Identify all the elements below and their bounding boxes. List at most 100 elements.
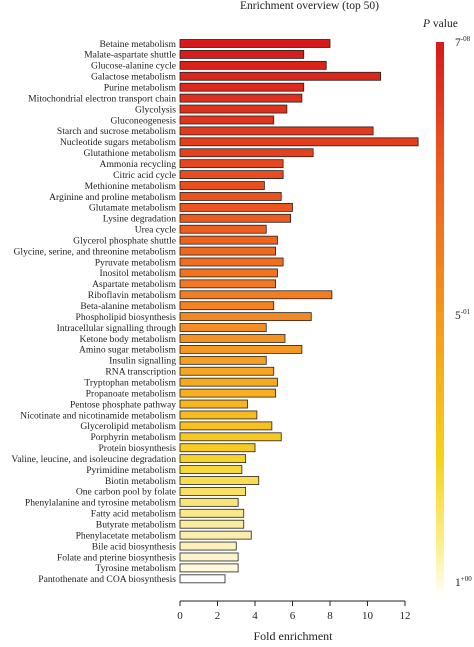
x-tick-label: 2 [215, 610, 221, 622]
legend-top-exp: -08 [460, 35, 471, 43]
category-label: Phenylalanine and tyrosine metabolism [25, 498, 177, 509]
category-label: Bile acid biosynthesis [92, 541, 176, 552]
x-axis-label: Fold enrichment [254, 629, 334, 643]
bar [179, 148, 314, 158]
category-label: Ammonia recycling [100, 159, 177, 170]
x-tick-label: 0 [177, 610, 183, 622]
x-tick-label: 8 [327, 610, 333, 622]
category-label: Glycerolipid metabolism [80, 421, 176, 432]
legend-title-p: P [423, 18, 431, 30]
category-label: Aspartate metabolism [92, 279, 176, 290]
bar [179, 39, 331, 48]
bar [179, 519, 245, 529]
bar [179, 541, 237, 551]
category-label: Phenylacetate metabolism [76, 530, 177, 541]
legend-color-bar [436, 42, 444, 597]
bar [179, 443, 256, 453]
category-label: Glycine, serine, and threonine metabolis… [13, 246, 176, 257]
x-tick-label: 4 [252, 610, 258, 622]
category-label: Fatty acid metabolism [91, 509, 177, 520]
legend-top-label: 7-08 [455, 35, 470, 49]
category-label: Nucleotide sugars metabolism [60, 137, 177, 148]
bar [179, 334, 286, 343]
bar [179, 410, 258, 420]
category-label: Glutamate metabolism [89, 203, 177, 214]
category-label: Pantothenate and COA biosynthesis [38, 574, 176, 585]
bar [179, 71, 382, 81]
category-label: Riboflavin metabolism [88, 290, 177, 301]
bar [179, 224, 267, 234]
bar [179, 344, 303, 354]
category-label: Malate-aspartate shuttle [84, 50, 176, 61]
bar [179, 93, 303, 103]
bar [179, 563, 239, 573]
bar [179, 487, 247, 496]
category-label: Starch and sucrose metabolism [57, 126, 177, 137]
category-label: Pentose phosphate pathway [70, 399, 176, 410]
category-label: Gluconeogenesis [110, 115, 176, 126]
category-label: Biotin metabolism [105, 476, 177, 487]
legend-title: P value [423, 18, 458, 30]
x-axis: 0 2 4 6 8 10 12 [177, 600, 411, 622]
bar [179, 454, 247, 464]
x-tick-label: 10 [362, 610, 374, 622]
category-label: Glycolysis [135, 104, 176, 115]
bar [179, 323, 267, 332]
bar [179, 192, 282, 201]
category-label: Ketone body metabolism [80, 334, 177, 345]
bar [179, 312, 312, 322]
bar [179, 279, 277, 289]
bar [179, 137, 419, 147]
bar [179, 104, 288, 114]
bar [179, 235, 278, 245]
bar [179, 290, 333, 300]
bar [179, 377, 278, 387]
bar [179, 574, 226, 584]
legend-mid-label: 5-01 [455, 308, 470, 322]
bar [179, 170, 284, 180]
bar [179, 497, 239, 507]
bar [179, 257, 284, 267]
bar [179, 126, 374, 136]
category-label: Glucose-alanine cycle [91, 61, 176, 72]
category-label: Glutathione metabolism [84, 148, 177, 159]
bar [179, 476, 260, 485]
category-label: Glycerol phosphate shuttle [73, 235, 176, 246]
bar [179, 60, 327, 70]
category-label: Intracellular signalling through [57, 323, 177, 334]
category-label: Butyrate metabolism [96, 520, 177, 531]
bar [179, 552, 239, 562]
bar [179, 432, 282, 442]
bar [179, 213, 292, 223]
category-label: Tyrosine metabolism [95, 563, 176, 574]
category-label: Galactose metabolism [91, 72, 177, 83]
category-label: Citric acid cycle [113, 170, 176, 181]
bar [179, 465, 243, 474]
bar [179, 115, 275, 125]
x-tick-label: 12 [400, 610, 411, 622]
category-label: RNA transcription [105, 367, 176, 378]
bar [179, 50, 305, 59]
bar [179, 181, 265, 190]
legend-bottom-exp: +00 [460, 575, 472, 583]
category-label: Protein biosynthesis [98, 443, 176, 454]
category-label: Betaine metabolism [100, 39, 177, 50]
category-label: Phospholipid biosynthesis [76, 312, 177, 323]
legend-top-base: 7 [455, 36, 461, 49]
legend-title-rest: value [430, 18, 458, 30]
bar [179, 388, 277, 398]
bar [179, 508, 245, 518]
bar [179, 268, 278, 278]
legend-mid-base: 5 [455, 309, 461, 322]
legend-bottom-label: 1+00 [455, 575, 472, 589]
bar [179, 366, 275, 376]
category-label: Porphyrin metabolism [90, 432, 176, 443]
bar [179, 301, 275, 311]
category-label: Tryptophan metabolism [84, 377, 176, 388]
x-tick-label: 6 [290, 610, 296, 622]
category-label: Mitochondrial electron transport chain [28, 93, 176, 104]
category-label: Valine, leucine, and isoleucine degradat… [11, 454, 176, 465]
legend-bottom-base: 1 [455, 576, 461, 589]
